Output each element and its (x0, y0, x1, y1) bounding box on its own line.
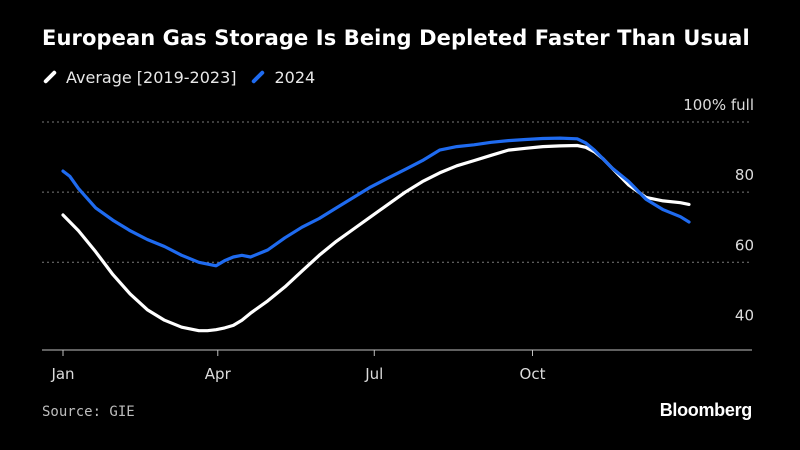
legend-item-2024: 2024 (250, 68, 315, 87)
x-tick-label-oct: Oct (520, 365, 546, 383)
x-tick-label-apr: Apr (205, 365, 232, 383)
series-lines (61, 136, 691, 333)
x-tick-label-jan: Jan (50, 365, 74, 383)
legend-label-2024: 2024 (274, 67, 316, 87)
chart-title: European Gas Storage Is Being Depleted F… (42, 26, 750, 50)
x-axis (42, 349, 752, 356)
y-tick-label-40: 40 (735, 306, 754, 324)
bloomberg-logo: Bloomberg (659, 400, 753, 420)
y-tick-label-80: 80 (735, 166, 754, 184)
legend-label-average: Average [2019-2023] (66, 67, 237, 87)
gridlines (42, 121, 752, 263)
series-line-average (61, 143, 691, 333)
y-tick-label-60: 60 (735, 236, 754, 254)
x-tick-label-jul: Jul (364, 365, 383, 383)
legend-item-average: Average [2019-2023] (42, 68, 236, 87)
series-line-2024 (61, 136, 691, 268)
y-tick-label-100: 100% full (683, 96, 754, 114)
legend: Average [2019-2023] 2024 (42, 66, 329, 88)
source-note: Source: GIE (42, 404, 135, 420)
tick-labels: 100% full 80 60 40 Jan Apr Jul Oct (50, 96, 754, 383)
